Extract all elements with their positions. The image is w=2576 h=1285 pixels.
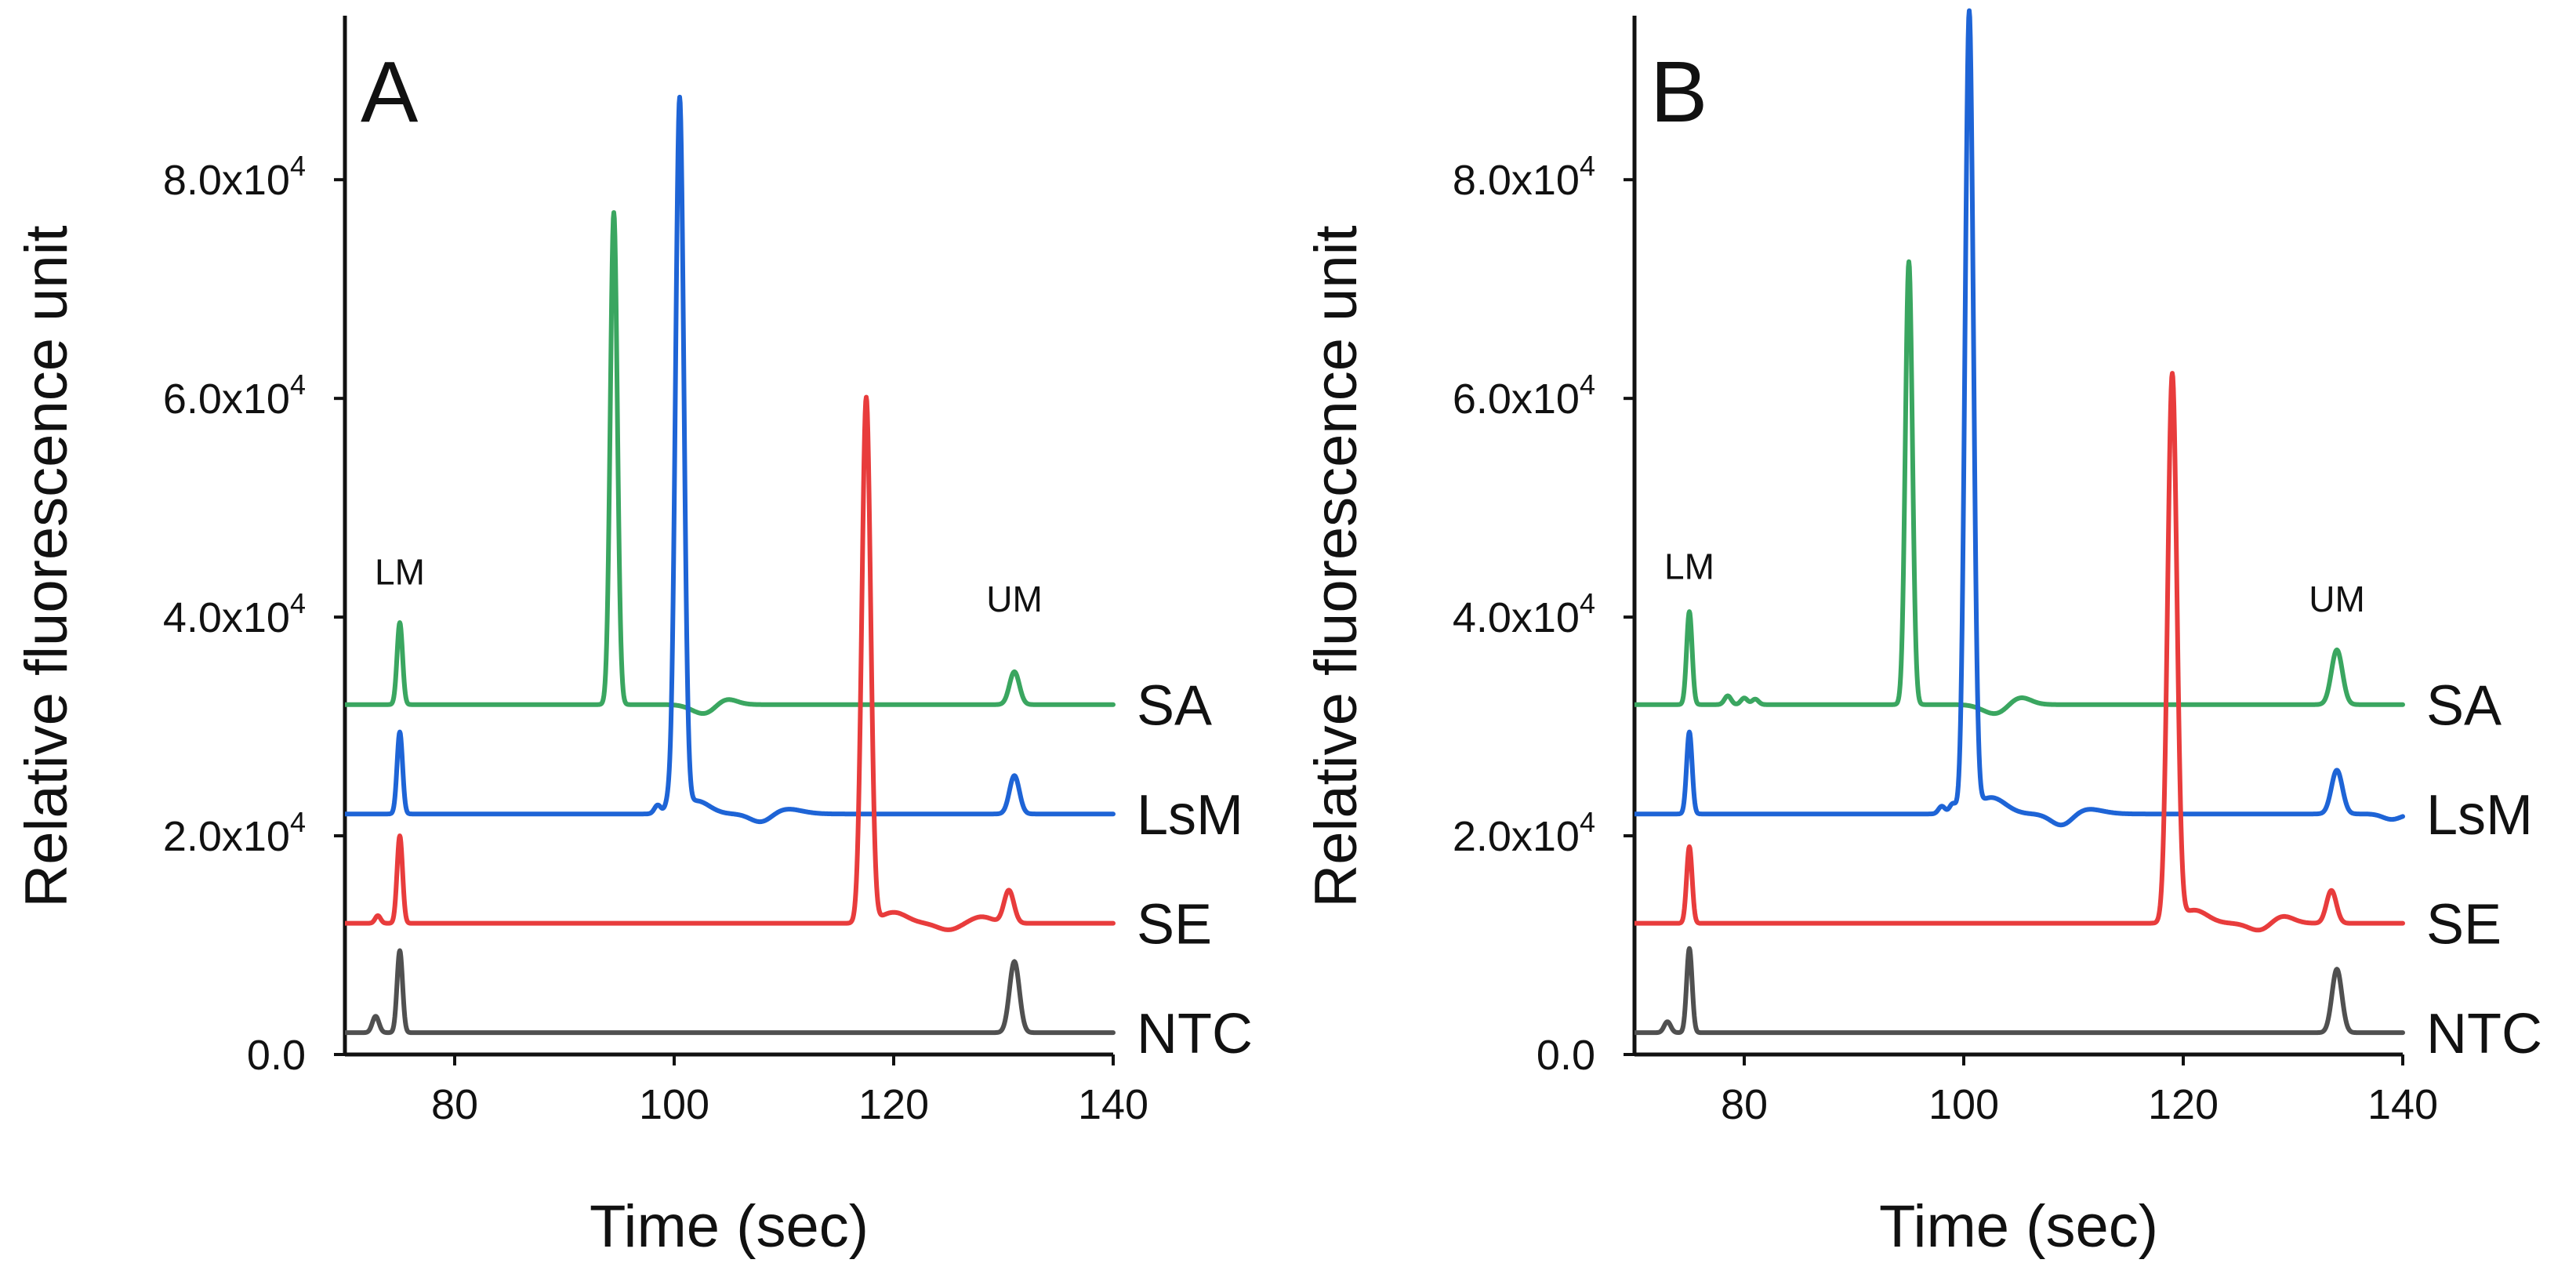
series-line-se: [1634, 371, 2405, 933]
y-tick-label: 4.0x104: [1453, 587, 1595, 641]
panel-a: 80 100 120 1400.02.0x1044.0x1046.0x1048.0x1…: [13, 16, 1253, 1260]
x-tick-label: 140: [2367, 1081, 2438, 1128]
series-line-ntc: [1634, 946, 2405, 1036]
y-tick-exponent: 4: [1580, 150, 1595, 182]
series-label-se: SE: [1137, 894, 1212, 956]
x-tick-label: 120: [858, 1081, 929, 1128]
x-axis-title: Time (sec): [1879, 1193, 2158, 1260]
y-tick-base: 6.0x10: [163, 376, 290, 423]
marker-label-um: UM: [986, 579, 1043, 619]
y-tick-label: 0.0: [247, 1032, 306, 1079]
y-tick-exponent: 4: [1580, 368, 1595, 401]
series-line-ntc: [345, 948, 1116, 1036]
x-tick-label: 100: [639, 1081, 709, 1128]
series-line-lsm: [345, 94, 1116, 825]
y-tick-exponent: 4: [290, 806, 306, 838]
panel-label: A: [361, 44, 419, 140]
y-tick-label: 6.0x104: [1453, 368, 1595, 423]
marker-label-um: UM: [2309, 579, 2365, 619]
panel-label: B: [1650, 44, 1707, 140]
series-line-sa: [345, 210, 1116, 716]
y-tick-exponent: 4: [290, 368, 306, 401]
series-label-ntc: NTC: [1137, 1003, 1253, 1065]
panel-b: 80 100 120 1400.02.0x1044.0x1046.0x1048.0x1…: [1303, 8, 2542, 1260]
marker-label-lm: LM: [375, 551, 425, 592]
y-tick-exponent: 4: [290, 587, 306, 619]
series-label-sa: SA: [2426, 675, 2502, 738]
y-tick-base: 4.0x10: [163, 594, 290, 641]
y-tick-label: 4.0x104: [163, 587, 306, 641]
y-tick-label: 0.0: [1537, 1032, 1595, 1079]
y-tick-base: 6.0x10: [1453, 376, 1580, 423]
y-tick-exponent: 4: [1580, 806, 1595, 838]
y-tick-label: 2.0x104: [163, 806, 306, 860]
x-tick-label: 120: [2148, 1081, 2219, 1128]
y-tick-label: 8.0x104: [163, 150, 306, 204]
y-tick-base: 2.0x10: [1453, 813, 1580, 860]
y-tick-base: 2.0x10: [163, 813, 290, 860]
y-tick-exponent: 4: [1580, 587, 1595, 619]
x-tick-label: 80: [1721, 1081, 1768, 1128]
series-label-ntc: NTC: [2426, 1003, 2542, 1065]
series-label-sa: SA: [1137, 675, 1212, 738]
y-tick-label: 8.0x104: [1453, 150, 1595, 204]
marker-label-lm: LM: [1664, 546, 1714, 586]
x-axis-title: Time (sec): [590, 1193, 869, 1260]
series-label-se: SE: [2426, 894, 2502, 956]
x-tick-label: 140: [1078, 1081, 1148, 1128]
y-axis-title: Relative fluorescence unit: [1303, 225, 1370, 907]
x-tick-label: 80: [431, 1081, 478, 1128]
series-line-lsm: [1634, 8, 2405, 828]
y-tick-base: 4.0x10: [1453, 594, 1580, 641]
y-axis-title: Relative fluorescence unit: [13, 225, 80, 907]
y-tick-label: 2.0x104: [1453, 806, 1595, 860]
y-tick-exponent: 4: [290, 150, 306, 182]
series-line-sa: [1634, 259, 2405, 717]
series-label-lsm: LsM: [1137, 784, 1243, 847]
y-tick-base: 0.0: [247, 1032, 306, 1079]
y-tick-base: 8.0x10: [163, 157, 290, 204]
series-label-lsm: LsM: [2426, 784, 2533, 847]
y-tick-base: 8.0x10: [1453, 157, 1580, 204]
y-tick-base: 0.0: [1537, 1032, 1595, 1079]
series-line-se: [345, 394, 1116, 932]
y-tick-label: 6.0x104: [163, 368, 306, 423]
x-tick-label: 100: [1928, 1081, 1999, 1128]
